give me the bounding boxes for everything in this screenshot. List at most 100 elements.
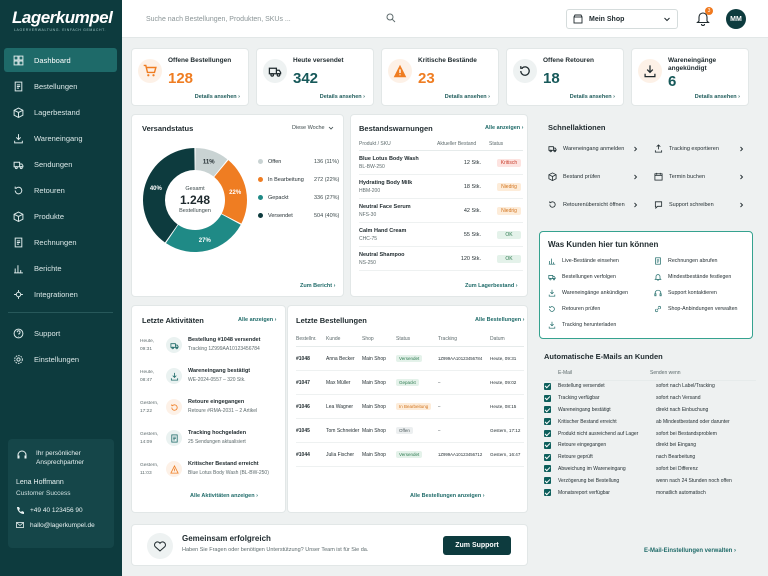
donut-slice-in-bearbeitung[interactable] <box>214 160 247 224</box>
donut-center: Gesamt 1.248 Bestellungen <box>170 186 220 214</box>
kpi-details-link[interactable]: Details ansehen › <box>444 94 490 100</box>
table-row[interactable]: Neutral Face Serum NFS-30 42 Stk. Niedrig <box>359 199 523 223</box>
table-row[interactable]: #1046 Lea Wagner Main Shop In Bearbeitung – H… <box>296 395 524 419</box>
search-icon[interactable] <box>386 13 396 23</box>
sidebar-item-lagerbestand[interactable]: Lagerbestand <box>4 100 117 124</box>
order-id[interactable]: #1045 <box>296 427 310 434</box>
contact-email[interactable]: hallo@lagerkumpel.de <box>16 521 106 529</box>
search-input[interactable]: Suche nach Bestellungen, Produkten, SKUs… <box>140 8 396 30</box>
sidebar-item-support[interactable]: Support <box>4 321 117 345</box>
email-checkbox[interactable] <box>544 441 551 449</box>
quick-action-bestand-prüfen[interactable]: Bestand prüfen <box>548 172 644 181</box>
truck-icon-wrap <box>12 158 24 170</box>
activity-item[interactable]: Gestern, 14:09 Tracking hochgeladen 25 Send… <box>140 429 282 457</box>
inventory-link[interactable]: Zum Lagerbestand › <box>465 283 518 289</box>
kpi-value: 23 <box>418 70 435 87</box>
warning-icon <box>393 64 407 78</box>
email-checkbox[interactable] <box>544 465 551 473</box>
sidebar-item-integrationen[interactable]: Integrationen <box>4 282 117 306</box>
notifications-button[interactable]: 3 <box>696 7 713 28</box>
activity-item[interactable]: Gestern, 11:03 Kritischer Bestand erreicht… <box>140 460 282 488</box>
sidebar-item-retouren[interactable]: Retouren <box>4 178 117 202</box>
legend-item: Versendet 504 (40%) <box>258 211 340 220</box>
sidebar-item-sendungen[interactable]: Sendungen <box>4 152 117 176</box>
table-header: Bestellnr. Kunde Shop Status Tracking Datum <box>296 336 524 347</box>
email-checkbox[interactable] <box>544 394 551 402</box>
support-button[interactable]: Zum Support <box>443 536 511 555</box>
order-id[interactable]: #1046 <box>296 403 310 410</box>
table-row[interactable]: #1044 Julia Fischer Main Shop Versendet 1Z99… <box>296 443 524 467</box>
email-checkbox[interactable] <box>544 430 551 438</box>
gear-icon <box>13 354 23 364</box>
col-header: Senden wenn <box>650 370 681 376</box>
sidebar-item-berichte[interactable]: Berichte <box>4 256 117 280</box>
capability-item: Shop-Anbindungen verwalten <box>654 305 758 313</box>
stock-warnings-all-link[interactable]: Alle anzeigen › <box>485 125 524 131</box>
contact-phone[interactable]: +49 40 123456 90 <box>16 506 106 514</box>
capability-label: Bestellungen verfolgen <box>562 274 616 280</box>
shop-selector[interactable]: Mein Shop <box>566 9 678 29</box>
sidebar-item-dashboard[interactable]: Dashboard <box>4 48 117 72</box>
donut-slice-label: 40% <box>150 186 163 192</box>
kpi-details-link[interactable]: Details ansehen › <box>319 94 365 100</box>
donut-slice-offen[interactable] <box>195 148 228 177</box>
table-row[interactable]: Blue Lotus Body Wash BL-BW-250 12 Stk. Krit… <box>359 151 523 175</box>
quick-action-tracking-exportieren[interactable]: Tracking exportieren <box>654 144 750 153</box>
sidebar-item-rechnungen[interactable]: Rechnungen <box>4 230 117 254</box>
recent-activity-all-link[interactable]: Alle anzeigen › <box>238 317 277 323</box>
quick-action-label: Tracking exportieren <box>669 145 719 152</box>
sidebar-item-bestellungen[interactable]: Bestellungen <box>4 74 117 98</box>
email-row: Kritischer Bestand erreicht ab Mindestbes… <box>544 416 756 429</box>
kpi-details-link[interactable]: Details ansehen › <box>569 94 615 100</box>
kpi-icon-wrap <box>138 59 162 83</box>
table-row[interactable]: #1047 Max Müller Main Shop Gepackt – Heute, 0… <box>296 371 524 395</box>
quick-action-wareneingang-anmelden[interactable]: Wareneingang anmelden <box>548 144 644 153</box>
table-row[interactable]: Neutral Shampoo NS-250 120 Stk. OK <box>359 247 523 271</box>
all-activity-link[interactable]: Alle Aktivitäten anzeigen › <box>190 493 258 499</box>
sidebar-item-einstellungen[interactable]: Einstellungen <box>4 347 117 371</box>
table-row[interactable]: #1045 Tom Schneider Main Shop Offen – Gestern… <box>296 419 524 443</box>
sidebar-item-produkte[interactable]: Produkte <box>4 204 117 228</box>
return-icon <box>170 403 178 411</box>
kpi-details-link[interactable]: Details ansehen › <box>694 94 740 100</box>
order-id[interactable]: #1044 <box>296 451 310 458</box>
email-checkbox[interactable] <box>544 453 551 461</box>
email-checkbox[interactable] <box>544 477 551 485</box>
all-orders-footer-link[interactable]: Alle Bestellungen anzeigen › <box>410 493 485 499</box>
activity-item[interactable]: Heute, 09:31 Bestellung #1048 versendet Tra… <box>140 336 282 364</box>
donut-slice-gepackt[interactable] <box>165 214 241 252</box>
quick-action-termin-buchen[interactable]: Termin buchen <box>654 172 750 181</box>
report-link[interactable]: Zum Bericht › <box>300 283 336 289</box>
email-checkbox[interactable] <box>544 382 551 390</box>
kpi-details-link[interactable]: Details ansehen › <box>194 94 240 100</box>
donut-slice-versendet[interactable] <box>142 148 195 243</box>
sidebar-item-wareneingang[interactable]: Wareneingang <box>4 126 117 150</box>
email-name: Monatsreport verfügbar <box>558 489 610 496</box>
order-id[interactable]: #1047 <box>296 379 310 386</box>
period-selector[interactable]: Diese Woche <box>292 125 334 131</box>
table-row[interactable]: Calm Hand Cream CHC-75 55 Stk. OK <box>359 223 523 247</box>
product-sku: CHC-75 <box>359 235 378 242</box>
quick-action-retourenübersicht-öffnen[interactable]: Retourenübersicht öffnen <box>548 200 644 209</box>
all-orders-link[interactable]: Alle Bestellungen › <box>475 317 525 323</box>
order-id[interactable]: #1048 <box>296 355 310 362</box>
activity-item[interactable]: Gestern, 17:22 Retoure eingegangen Retoure … <box>140 398 282 426</box>
kpi-card: Wareneingänge angekündigt 6 Details ansehe… <box>631 48 749 106</box>
shipping-status-title: Versandstatus <box>142 124 194 133</box>
email-trigger: sofort bei Differenz <box>656 465 698 472</box>
kpi-label: Kritische Bestände <box>418 57 477 64</box>
orders-icon-wrap <box>12 80 24 92</box>
email-settings-link[interactable]: E-Mail-Einstellungen verwalten › <box>644 548 737 554</box>
capability-label: Shop-Anbindungen verwalten <box>668 306 738 312</box>
brand-logo[interactable]: Lagerkumpel <box>12 8 113 27</box>
table-row[interactable]: #1048 Anna Becker Main Shop Versendet 1Z999A… <box>296 347 524 371</box>
email-checkbox[interactable] <box>544 418 551 426</box>
email-checkbox[interactable] <box>544 489 551 497</box>
activity-item[interactable]: Heute, 08:47 Wareneingang bestätigt WE-2024… <box>140 367 282 395</box>
table-row[interactable]: Hydrating Body Milk HBM-200 18 Stk. Niedrig <box>359 175 523 199</box>
quick-action-support-schreiben[interactable]: Support schreiben <box>654 200 750 209</box>
product-sku: BL-BW-250 <box>359 163 385 170</box>
avatar[interactable]: MM <box>726 9 746 29</box>
email-checkbox[interactable] <box>544 406 551 414</box>
status-badge: Niedrig <box>497 206 521 215</box>
